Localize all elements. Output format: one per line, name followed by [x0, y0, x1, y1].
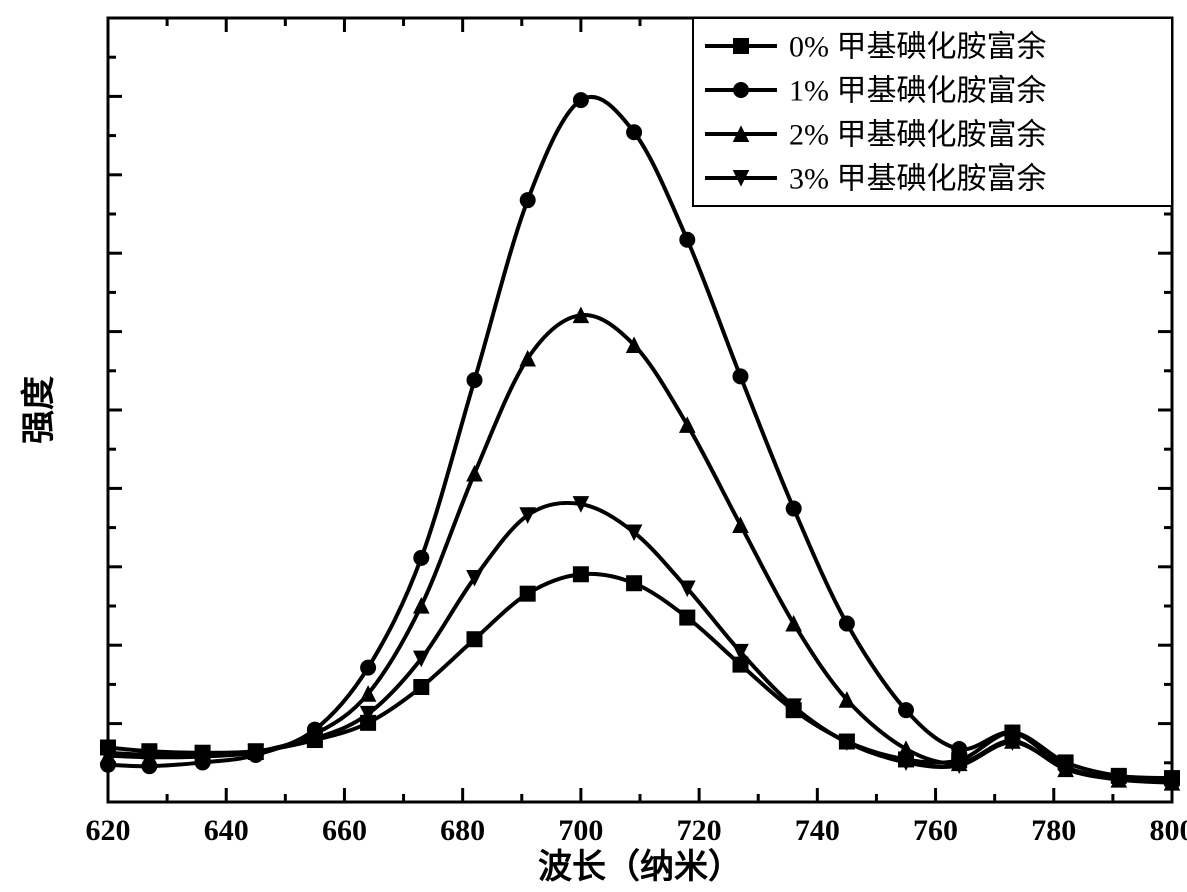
x-tick-label: 720: [677, 814, 722, 847]
legend-label: 3% 甲基碘化胺富余: [789, 163, 1047, 196]
x-tick-label: 800: [1150, 814, 1187, 847]
chart-container: 620 640 660 680 700 720 740 760 780 800 波长（纳米） 强度 0%…: [0, 0, 1187, 892]
x-tick-label: 640: [204, 814, 249, 847]
x-tick-label: 680: [440, 814, 485, 847]
x-tick-label: 700: [558, 814, 603, 847]
x-tick-label: 620: [86, 814, 131, 847]
x-tick-label: 740: [795, 814, 840, 847]
x-axis-label: 波长（纳米）: [538, 847, 742, 886]
x-tick-label: 780: [1031, 814, 1076, 847]
pl-spectrum-chart: 620 640 660 680 700 720 740 760 780 800 波长（纳米） 强度 0%…: [0, 0, 1187, 892]
x-tick-label: 760: [913, 814, 958, 847]
legend-label: 2% 甲基碘化胺富余: [789, 119, 1047, 152]
legend-label: 1% 甲基碘化胺富余: [789, 75, 1047, 108]
y-axis-label: 强度: [20, 376, 58, 444]
legend-label: 0% 甲基碘化胺富余: [789, 31, 1047, 64]
x-tick-label: 660: [322, 814, 367, 847]
